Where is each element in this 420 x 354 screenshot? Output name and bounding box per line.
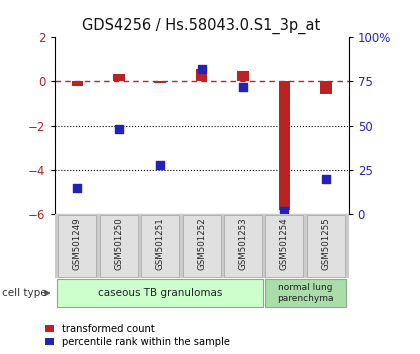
Text: GSM501252: GSM501252 — [197, 217, 206, 270]
FancyBboxPatch shape — [265, 279, 346, 307]
FancyBboxPatch shape — [58, 279, 263, 307]
Point — [116, 126, 122, 132]
Bar — [113, 74, 125, 81]
Text: caseous TB granulomas: caseous TB granulomas — [98, 288, 222, 298]
FancyBboxPatch shape — [100, 215, 138, 277]
Point — [157, 162, 163, 167]
Bar — [71, 81, 83, 86]
Text: GSM501249: GSM501249 — [73, 217, 82, 270]
Bar — [196, 69, 207, 81]
Text: cell type: cell type — [2, 288, 47, 298]
FancyBboxPatch shape — [307, 215, 345, 277]
Text: GSM501254: GSM501254 — [280, 217, 289, 270]
Text: GSM501251: GSM501251 — [156, 217, 165, 270]
Title: GDS4256 / Hs.58043.0.S1_3p_at: GDS4256 / Hs.58043.0.S1_3p_at — [82, 18, 321, 34]
FancyBboxPatch shape — [183, 215, 220, 277]
Point — [281, 208, 288, 213]
Text: GSM501255: GSM501255 — [321, 217, 330, 270]
FancyBboxPatch shape — [141, 215, 179, 277]
Legend: transformed count, percentile rank within the sample: transformed count, percentile rank withi… — [43, 322, 232, 349]
Point — [323, 176, 329, 182]
Bar — [320, 81, 332, 93]
FancyBboxPatch shape — [58, 215, 97, 277]
FancyBboxPatch shape — [265, 215, 304, 277]
Bar — [155, 81, 166, 82]
Point — [74, 185, 81, 190]
Bar — [237, 72, 249, 81]
Bar — [278, 81, 290, 210]
Text: GSM501250: GSM501250 — [114, 217, 123, 270]
Point — [240, 84, 247, 90]
FancyBboxPatch shape — [224, 215, 262, 277]
Text: normal lung
parenchyma: normal lung parenchyma — [277, 283, 333, 303]
Point — [198, 66, 205, 72]
Text: GSM501253: GSM501253 — [239, 217, 247, 270]
